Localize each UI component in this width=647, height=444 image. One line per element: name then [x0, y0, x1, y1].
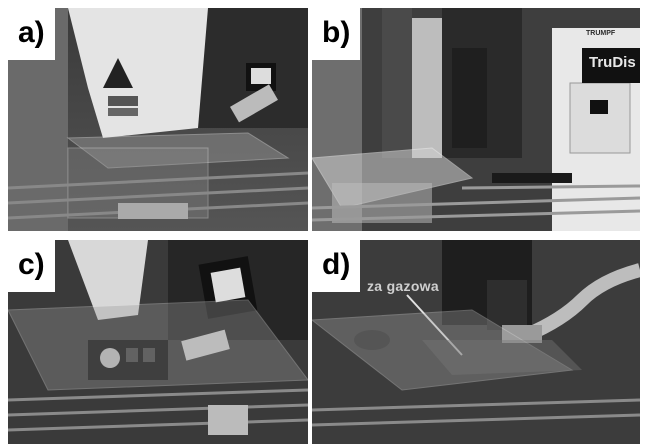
brand-large-text: TruDis	[589, 54, 636, 71]
panel-d-photo	[312, 240, 640, 444]
photo-panel-c: c)	[8, 240, 308, 444]
photo-panel-a: a)	[8, 8, 308, 231]
panel-b-photo	[312, 8, 640, 231]
photo-panel-d: za gazowa d)	[312, 240, 640, 444]
panel-d-caption: za gazowa	[367, 278, 439, 294]
panel-a-photo	[8, 8, 308, 231]
panel-c-photo	[8, 240, 308, 444]
panel-a-label: a)	[8, 8, 55, 60]
photo-panel-b: TRUMPF TruDis b)	[312, 8, 640, 231]
panel-b-label: b)	[312, 8, 361, 60]
brand-small-text: TRUMPF	[586, 30, 616, 37]
panel-d-label: d)	[312, 240, 361, 292]
panel-c-label: c)	[8, 240, 55, 292]
